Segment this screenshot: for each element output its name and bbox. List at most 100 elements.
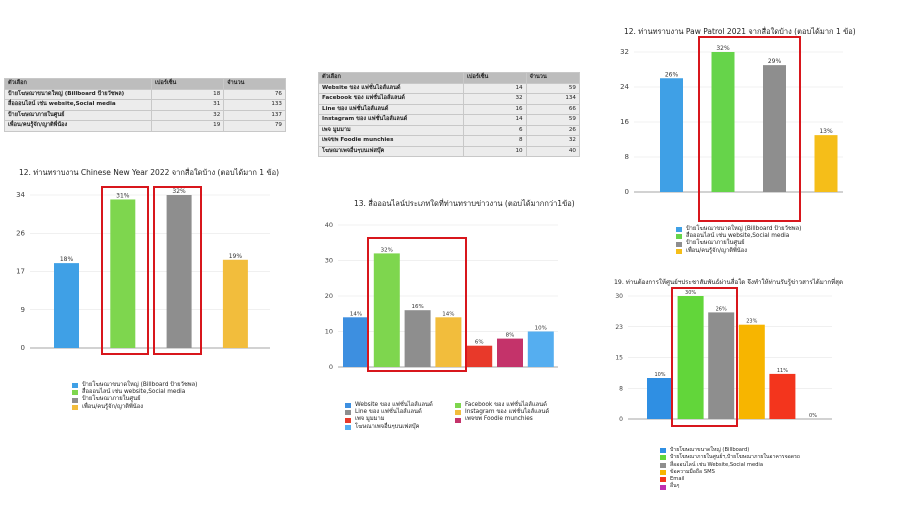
legend-swatch	[455, 403, 461, 409]
legend-swatch	[455, 410, 461, 416]
bar	[647, 378, 673, 419]
legend-item: เพื่อน/คนรู้จัก/ญาติพี่น้อง	[72, 404, 197, 411]
bar	[660, 78, 683, 192]
legend-item: โฆษณาเพจอื่นๆบนเฟสบุ๊ค	[345, 424, 455, 431]
legend-label: ป้ายโฆษณาภายในศูนย์	[82, 396, 141, 403]
y-tick-label: 9	[21, 306, 25, 314]
survey-table-1: ตัวเลือก เปอร์เซ็น จำนวน ป้ายโฆษณาขนาดใหญ่ …	[4, 78, 286, 132]
legend-swatch	[72, 397, 78, 403]
legend-label: Instagram ของ แฟชั่นไอส์แลนด์	[465, 409, 550, 416]
legend-label: ป้ายโฆษณาขนาดใหญ่ (Billboard)	[670, 447, 750, 453]
legend-label: Line ของ แฟชั่นไอส์แลนด์	[355, 409, 422, 416]
legend-label: ป้ายโฆษณาขนาดใหญ่ (Billboard ป้ายวัชพล)	[82, 382, 198, 388]
legend-item: เพื่อน/คนรู้จัก/ญาติพี่น้อง	[676, 248, 801, 255]
y-tick-label: 0	[329, 363, 333, 371]
legend-item: ข้อความมือถือ SMS	[660, 469, 800, 476]
data-label: 19%	[229, 253, 243, 260]
legend-label: Facebook ของ แฟชั่นไอส์แลนด์	[465, 402, 547, 408]
table-cell: 79	[223, 120, 286, 132]
bar	[527, 331, 554, 367]
legend-item: อื่นๆ	[660, 483, 800, 490]
legend-label: เพื่อน/คนรู้จัก/ญาติพี่น้อง	[686, 247, 748, 254]
highlight-box	[153, 186, 202, 355]
legend-label: Website ของ แฟชั่นไอส์แลนด์	[355, 402, 433, 408]
legend-label: สื่อออนไลน์ เช่น website,Social media	[82, 389, 186, 396]
table-row: Line ของ แฟชั่นไอส์แลนด์ 16 66	[318, 103, 581, 115]
legend-item: สื่อออนไลน์ เช่น website,Social media	[72, 389, 197, 396]
bar	[497, 338, 523, 367]
y-tick-label: 34	[16, 191, 25, 199]
bar	[769, 373, 796, 419]
legend-label: ป้ายโฆษณาภายในศูนย์	[686, 240, 745, 247]
data-label: 10%	[654, 372, 665, 378]
table-cell: เพจ มูมมาม	[318, 124, 464, 136]
table-row: เพื่อน/คนรู้จัก/ญาติพี่น้อง 19 79	[4, 120, 286, 132]
legend-swatch	[72, 383, 78, 389]
table-cell: 26	[525, 124, 581, 136]
legend-swatch	[345, 403, 351, 409]
table-row: เพจ มูมมาม 6 26	[318, 124, 581, 136]
bar	[404, 310, 431, 367]
data-label: 13%	[819, 128, 833, 135]
data-label: 8%	[506, 333, 515, 339]
legend-item: Email	[660, 476, 800, 483]
y-tick-label: 30	[325, 257, 333, 265]
legend-label: ป้ายโฆษณาขนาดใหญ่ (Billboard ป้ายวัชพล)	[686, 226, 802, 232]
bar	[763, 65, 786, 192]
data-label: 32%	[381, 247, 393, 253]
legend-swatch	[660, 455, 666, 461]
legend-label: Email	[670, 476, 685, 483]
legend-item: เพจ มูมมาม	[345, 416, 455, 423]
legend-label: เพจ มูมมาม	[355, 416, 385, 423]
data-label: 6%	[475, 340, 484, 346]
legend-swatch	[660, 470, 666, 476]
table-cell: 19	[150, 120, 225, 132]
legend-label: โฆษณาเพจอื่นๆบนเฟสบุ๊ค	[355, 423, 420, 430]
legend-label: ข้อความมือถือ SMS	[670, 468, 715, 475]
data-label: 26%	[665, 71, 679, 78]
legend-swatch	[345, 424, 351, 430]
data-label: 31%	[116, 192, 130, 199]
data-label: 32%	[172, 188, 186, 195]
table-row: เพจขพ Foodie munchies 8 32	[318, 135, 581, 147]
chart-2-legend: Website ของ แฟชั่นไอส์แลนด์ Facebook ของ …	[345, 402, 565, 431]
legend-swatch	[455, 417, 461, 423]
data-label: 10%	[535, 326, 547, 332]
legend-item: สื่อออนไลน์ เช่น Website,Social media	[660, 462, 800, 469]
data-label: 23%	[746, 319, 757, 325]
bar	[222, 259, 248, 348]
legend-item: ป้ายโฆษณาขนาดใหญ่ (Billboard ป้ายวัชพล)	[72, 382, 197, 389]
y-tick-label: 24	[620, 83, 629, 91]
data-label: 30%	[685, 290, 696, 296]
bar	[738, 324, 765, 419]
bar	[373, 253, 400, 367]
bar	[166, 195, 192, 348]
legend-label: ป้ายโฆษณาภายในศูนย์ฯ,ป้ายโฆษณาภายในอาคาร…	[670, 454, 801, 461]
y-tick-label: 15	[615, 355, 623, 362]
table-cell: โฆษณาเพจอื่นๆบนเฟสบุ๊ค	[318, 145, 464, 157]
legend-swatch	[660, 462, 666, 468]
chart-4-legend: ป้ายโฆษณาขนาดใหญ่ (Billboard) ป้ายโฆษณาภา…	[660, 447, 800, 491]
chart-3-title: 12. ท่านทราบงาน Paw Patrol 2021 จากสื่อใ…	[624, 27, 856, 36]
bar	[708, 312, 735, 419]
highlight-box	[698, 36, 801, 222]
table-row: ป้ายโฆษณาขนาดใหญ่ (Billboard ป้ายวัชพล) 1…	[4, 88, 286, 100]
survey-table-2: ตัวเลือก เปอร์เซ็น จำนวน Website ของ แฟชั่น…	[318, 72, 581, 157]
legend-swatch	[676, 241, 682, 247]
legend-item: Facebook ของ แฟชั่นไอส์แลนด์	[455, 402, 565, 409]
y-tick-label: 0	[21, 344, 25, 352]
legend-item: ป้ายโฆษณาขนาดใหญ่ (Billboard ป้ายวัชพล)	[676, 226, 801, 233]
y-tick-label: 32	[620, 48, 629, 56]
chart-1-legend: ป้ายโฆษณาขนาดใหญ่ (Billboard ป้ายวัชพล) ส…	[72, 382, 197, 411]
table-row: โฆษณาเพจอื่นๆบนเฟสบุ๊ค 10 40	[318, 145, 581, 157]
chart-2-title: 13. สื่อออนไลน์ประเภทใดที่ท่านทราบข่าวงา…	[354, 199, 575, 208]
bar	[814, 135, 838, 192]
highlight-box	[101, 186, 149, 355]
data-label: 29%	[768, 58, 782, 65]
legend-item: Instagram ของ แฟชั่นไอส์แลนด์	[455, 409, 565, 416]
legend-swatch	[676, 234, 682, 240]
chart-1-title: 12. ท่านทราบงาน Chinese New Year 2022 จา…	[19, 168, 280, 177]
legend-item: ป้ายโฆษณาภายในศูนย์ฯ,ป้ายโฆษณาภายในอาคาร…	[660, 454, 800, 461]
legend-swatch	[676, 248, 682, 254]
table-cell: เพจขพ Foodie munchies	[318, 135, 464, 147]
